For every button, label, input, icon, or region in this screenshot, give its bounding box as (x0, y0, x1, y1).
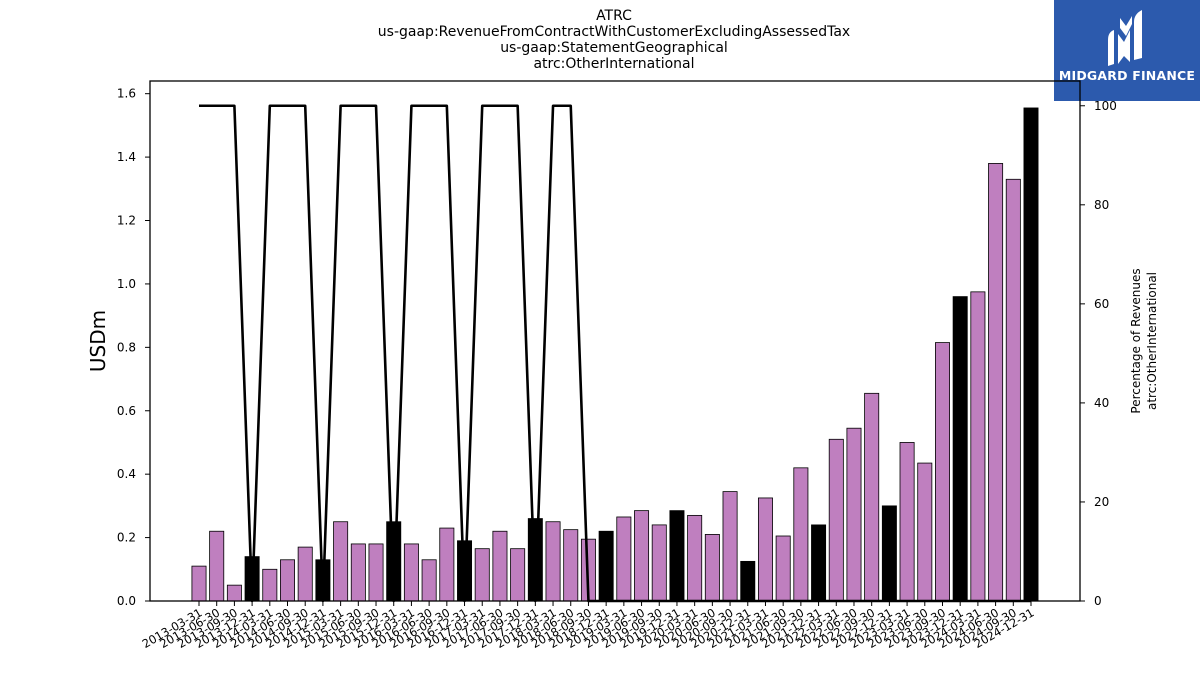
y-axis-right-label: Percentage of Revenues atrc:OtherInterna… (1129, 268, 1159, 413)
bar-quarter (616, 516, 632, 602)
bar-quarter (846, 427, 862, 602)
bar-quarter (209, 530, 225, 602)
bar-quarter (722, 491, 738, 602)
bar-quarter (988, 163, 1004, 602)
y-tick-left-label: 0.2 (117, 531, 136, 545)
bar-quarter (935, 342, 950, 602)
y-axis-left: 0.0 0.2 0.4 0.6 0.8 1.0 1.2 1.4 1.6 (117, 87, 150, 608)
bar-quarter (687, 514, 703, 602)
bar-quarter (226, 584, 242, 602)
y-tick-left-label: 0.8 (117, 340, 136, 354)
bar-quarter (704, 534, 720, 602)
bar-quarter (864, 392, 880, 602)
bar-annual (598, 530, 614, 602)
bar-quarter (492, 530, 508, 602)
bar-quarter (775, 535, 791, 602)
bars (191, 107, 1039, 602)
bar-quarter (350, 543, 366, 602)
y-tick-right-label: 60 (1094, 297, 1109, 311)
bar-quarter (280, 559, 295, 602)
bar-quarter (651, 524, 667, 602)
bar-annual (811, 524, 827, 602)
y-tick-left-label: 0.4 (117, 467, 136, 481)
brand-badge: MIDGARD FINANCE (1054, 0, 1200, 101)
y-axis-right-label-line-2: atrc:OtherInternational (1145, 272, 1159, 410)
bar-annual (740, 560, 756, 602)
y-tick-left-label: 1.4 (117, 150, 136, 164)
bar-quarter (917, 462, 933, 602)
bar-quarter (545, 521, 561, 602)
bar-annual (669, 510, 685, 602)
bar-annual (952, 296, 968, 602)
chart-title-line-3: us-gaap:StatementGeographical (500, 40, 728, 56)
y-axis-left-label: USDm (86, 310, 110, 372)
y-tick-right-label: 80 (1094, 198, 1109, 212)
bar-quarter (191, 565, 207, 602)
y-tick-right-label: 20 (1094, 495, 1109, 509)
midgard-logo-icon (1108, 10, 1142, 66)
bar-quarter (1005, 178, 1021, 602)
bar-quarter (421, 559, 437, 602)
bar-quarter (793, 467, 809, 602)
bar-quarter (899, 442, 915, 602)
bar-annual (1023, 107, 1039, 602)
y-tick-left-label: 0.0 (117, 594, 136, 608)
brand-name: MIDGARD FINANCE (1058, 68, 1196, 83)
y-tick-right-label: 40 (1094, 396, 1109, 410)
bar-quarter (262, 568, 278, 602)
bar-quarter (563, 529, 579, 602)
bar-quarter (510, 548, 526, 602)
bar-quarter (970, 291, 986, 602)
chart-title-line-1: ATRC (596, 8, 632, 24)
y-tick-left-label: 1.6 (117, 87, 136, 101)
x-axis: 2013-03-312013-06-302013-09-302013-12-31… (140, 601, 1037, 651)
bar-quarter (757, 497, 773, 602)
bar-quarter (474, 548, 490, 602)
bar-quarter (297, 546, 313, 602)
bar-quarter (634, 510, 650, 602)
y-tick-left-label: 1.2 (117, 214, 136, 228)
y-tick-left-label: 0.6 (117, 404, 136, 418)
y-tick-right-label: 0 (1094, 594, 1102, 608)
y-axis-right: 0 20 40 60 80 100 (1080, 99, 1117, 608)
chart-title: ATRCus-gaap:RevenueFromContractWithCusto… (378, 8, 850, 72)
bar-quarter (403, 543, 419, 602)
bar-annual (881, 505, 897, 602)
bar-quarter (828, 438, 844, 602)
chart-title-line-4: atrc:OtherInternational (533, 56, 694, 72)
bar-quarter (439, 527, 455, 602)
bar-quarter (333, 521, 349, 602)
chart-title-line-2: us-gaap:RevenueFromContractWithCustomerE… (378, 24, 850, 40)
plot-frame (149, 80, 1081, 602)
y-tick-right-label: 100 (1094, 99, 1117, 113)
y-tick-left-label: 1.0 (117, 277, 136, 291)
bar-quarter (368, 543, 384, 602)
y-axis-right-label-line-1: Percentage of Revenues (1129, 268, 1143, 413)
